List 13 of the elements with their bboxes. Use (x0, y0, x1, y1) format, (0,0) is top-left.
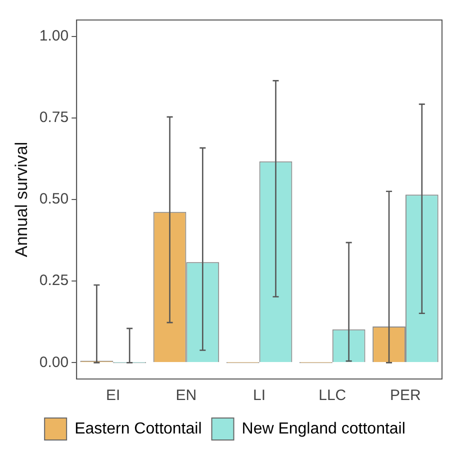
y-tick-label: 0.25 (39, 272, 69, 290)
y-tick-label: 0.00 (39, 354, 69, 371)
x-tick-label: EN (176, 387, 197, 404)
y-tick-label: 0.75 (39, 109, 69, 126)
y-axis-title: Annual survival (12, 142, 31, 258)
y-tick-label: 0.50 (39, 190, 69, 208)
x-tick-label: LI (253, 387, 266, 404)
y-tick-label: 1.00 (39, 27, 69, 44)
legend-label: Eastern Cottontail (74, 420, 202, 438)
x-tick-label: PER (390, 387, 422, 404)
legend-label: New England cottontail (242, 420, 406, 438)
x-tick-label: EI (106, 387, 120, 404)
x-tick-label: LLC (318, 387, 346, 404)
